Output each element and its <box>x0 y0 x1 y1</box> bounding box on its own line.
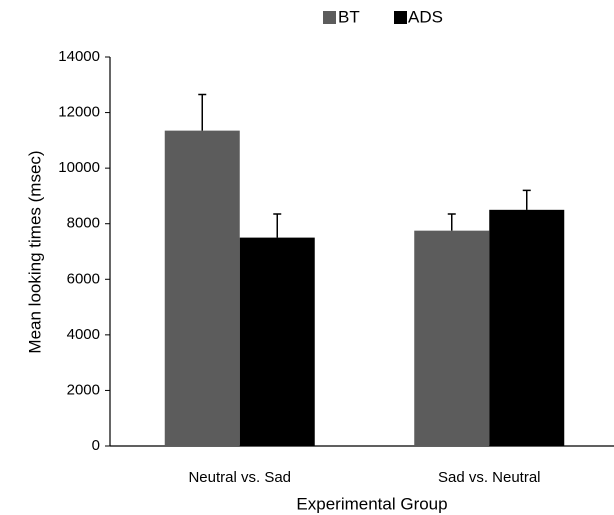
y-tick-label: 2000 <box>67 381 100 398</box>
y-tick-label: 6000 <box>67 270 100 287</box>
x-axis-label: Experimental Group <box>296 494 447 513</box>
y-tick-label: 4000 <box>67 326 100 343</box>
bar <box>414 230 490 446</box>
legend-swatch <box>323 11 336 24</box>
error-bar <box>273 213 282 238</box>
x-tick-label: Neutral vs. Sad <box>188 469 291 486</box>
error-bar <box>447 213 456 231</box>
legend-label: BT <box>338 7 360 26</box>
y-tick-label: 0 <box>92 437 100 454</box>
y-tick-label: 8000 <box>67 215 100 232</box>
y-tick-label: 14000 <box>58 48 100 65</box>
bar <box>489 209 565 446</box>
legend-swatch <box>394 11 407 24</box>
bar <box>164 130 240 446</box>
legend-label: ADS <box>408 7 443 26</box>
error-bar <box>522 189 531 210</box>
y-tick-label: 10000 <box>58 159 100 176</box>
y-tick-label: 12000 <box>58 104 100 121</box>
x-tick-label: Sad vs. Neutral <box>438 469 541 486</box>
bar <box>239 237 315 446</box>
legend: BT ADS <box>323 7 443 26</box>
error-bar <box>198 93 207 131</box>
y-axis-label: Mean looking times (msec) <box>25 150 44 353</box>
